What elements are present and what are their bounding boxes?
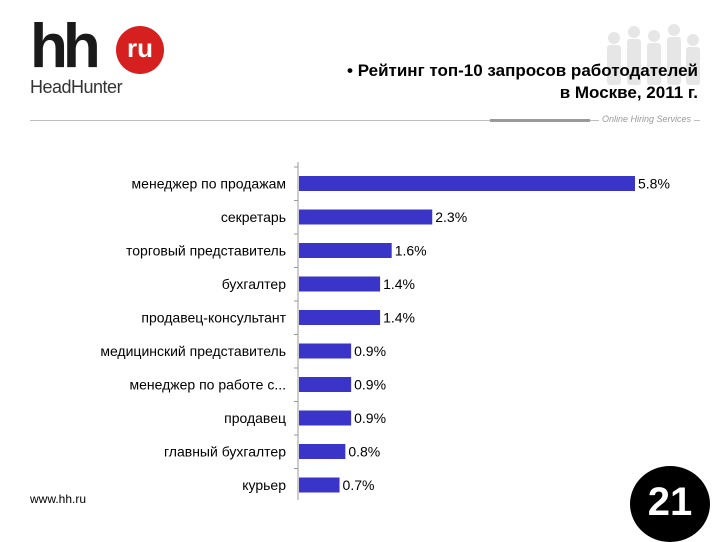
- value-label: 1.4%: [383, 310, 415, 326]
- logo-ru-badge: ru: [116, 26, 164, 74]
- slide-title-line-2: в Москве, 2011 г.: [559, 83, 698, 102]
- bar: [299, 477, 340, 493]
- value-label: 0.9%: [354, 377, 386, 393]
- value-label: 2.3%: [435, 209, 467, 225]
- header-divider-dark: [490, 119, 590, 122]
- category-label: торговый представитель: [126, 243, 286, 259]
- bar: [299, 176, 635, 191]
- category-label: секретарь: [221, 209, 286, 225]
- category-label: курьер: [242, 477, 286, 493]
- category-label: менеджер по работе с...: [129, 377, 286, 393]
- slide-title: • Рейтинг топ-10 запросов работодателей …: [347, 60, 698, 104]
- bar-chart: менеджер по продажам 5.8% секретарь 2.3% тор…: [100, 162, 670, 500]
- bar: [299, 377, 352, 392]
- value-label: 1.4%: [383, 276, 415, 292]
- header-divider-light: [30, 120, 490, 121]
- value-label: 0.7%: [343, 477, 375, 493]
- value-label: 0.9%: [354, 343, 386, 359]
- bar: [299, 444, 346, 459]
- logo-brand-name: HeadHunter: [30, 77, 123, 97]
- tagline: Online Hiring Services: [598, 114, 694, 124]
- footer-url: www.hh.ru: [30, 492, 87, 506]
- value-label: 1.6%: [395, 243, 427, 259]
- category-label: бухгалтер: [222, 276, 287, 292]
- value-label: 5.8%: [638, 176, 670, 192]
- bar: [299, 310, 381, 325]
- category-label: менеджер по продажам: [132, 176, 286, 192]
- category-label: продавец: [224, 410, 286, 426]
- value-label: 0.8%: [348, 444, 380, 460]
- bar: [299, 410, 352, 426]
- value-label: 0.9%: [354, 410, 386, 426]
- headhunter-logo: hh ru HeadHunter: [30, 16, 170, 102]
- page-number-badge: [630, 466, 710, 542]
- bar: [299, 343, 352, 359]
- slide-title-line-1: • Рейтинг топ-10 запросов работодателей: [347, 61, 698, 80]
- bar: [299, 243, 392, 258]
- category-label: медицинский представитель: [100, 343, 286, 359]
- category-label: главный бухгалтер: [164, 444, 286, 460]
- bar: [299, 209, 433, 225]
- category-label: продавец-консультант: [141, 310, 286, 326]
- people-silhouettes-icon: [607, 24, 700, 85]
- logo-hh-mark: hh: [30, 12, 101, 81]
- page-number: 21: [647, 480, 693, 524]
- bar: [299, 276, 381, 292]
